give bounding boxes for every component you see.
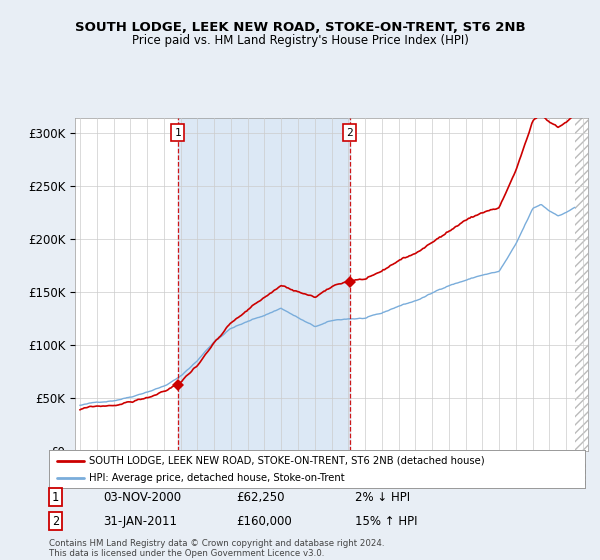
Text: Contains HM Land Registry data © Crown copyright and database right 2024.
This d: Contains HM Land Registry data © Crown c… bbox=[49, 539, 385, 558]
Text: £160,000: £160,000 bbox=[237, 515, 292, 528]
Bar bbox=[575, 118, 588, 451]
Text: 1: 1 bbox=[52, 491, 59, 504]
Text: 15% ↑ HPI: 15% ↑ HPI bbox=[355, 515, 417, 528]
Text: 2: 2 bbox=[52, 515, 59, 528]
Text: £62,250: £62,250 bbox=[237, 491, 285, 504]
Text: SOUTH LODGE, LEEK NEW ROAD, STOKE-ON-TRENT, ST6 2NB (detached house): SOUTH LODGE, LEEK NEW ROAD, STOKE-ON-TRE… bbox=[89, 455, 485, 465]
Text: 1: 1 bbox=[175, 128, 181, 138]
Text: 31-JAN-2011: 31-JAN-2011 bbox=[103, 515, 177, 528]
Text: Price paid vs. HM Land Registry's House Price Index (HPI): Price paid vs. HM Land Registry's House … bbox=[131, 34, 469, 46]
Text: 2% ↓ HPI: 2% ↓ HPI bbox=[355, 491, 410, 504]
Text: SOUTH LODGE, LEEK NEW ROAD, STOKE-ON-TRENT, ST6 2NB: SOUTH LODGE, LEEK NEW ROAD, STOKE-ON-TRE… bbox=[74, 21, 526, 34]
Bar bbox=[575, 118, 588, 451]
Text: HPI: Average price, detached house, Stoke-on-Trent: HPI: Average price, detached house, Stok… bbox=[89, 473, 345, 483]
Text: 03-NOV-2000: 03-NOV-2000 bbox=[103, 491, 181, 504]
Bar bbox=[178, 118, 350, 451]
Text: 2: 2 bbox=[346, 128, 353, 138]
